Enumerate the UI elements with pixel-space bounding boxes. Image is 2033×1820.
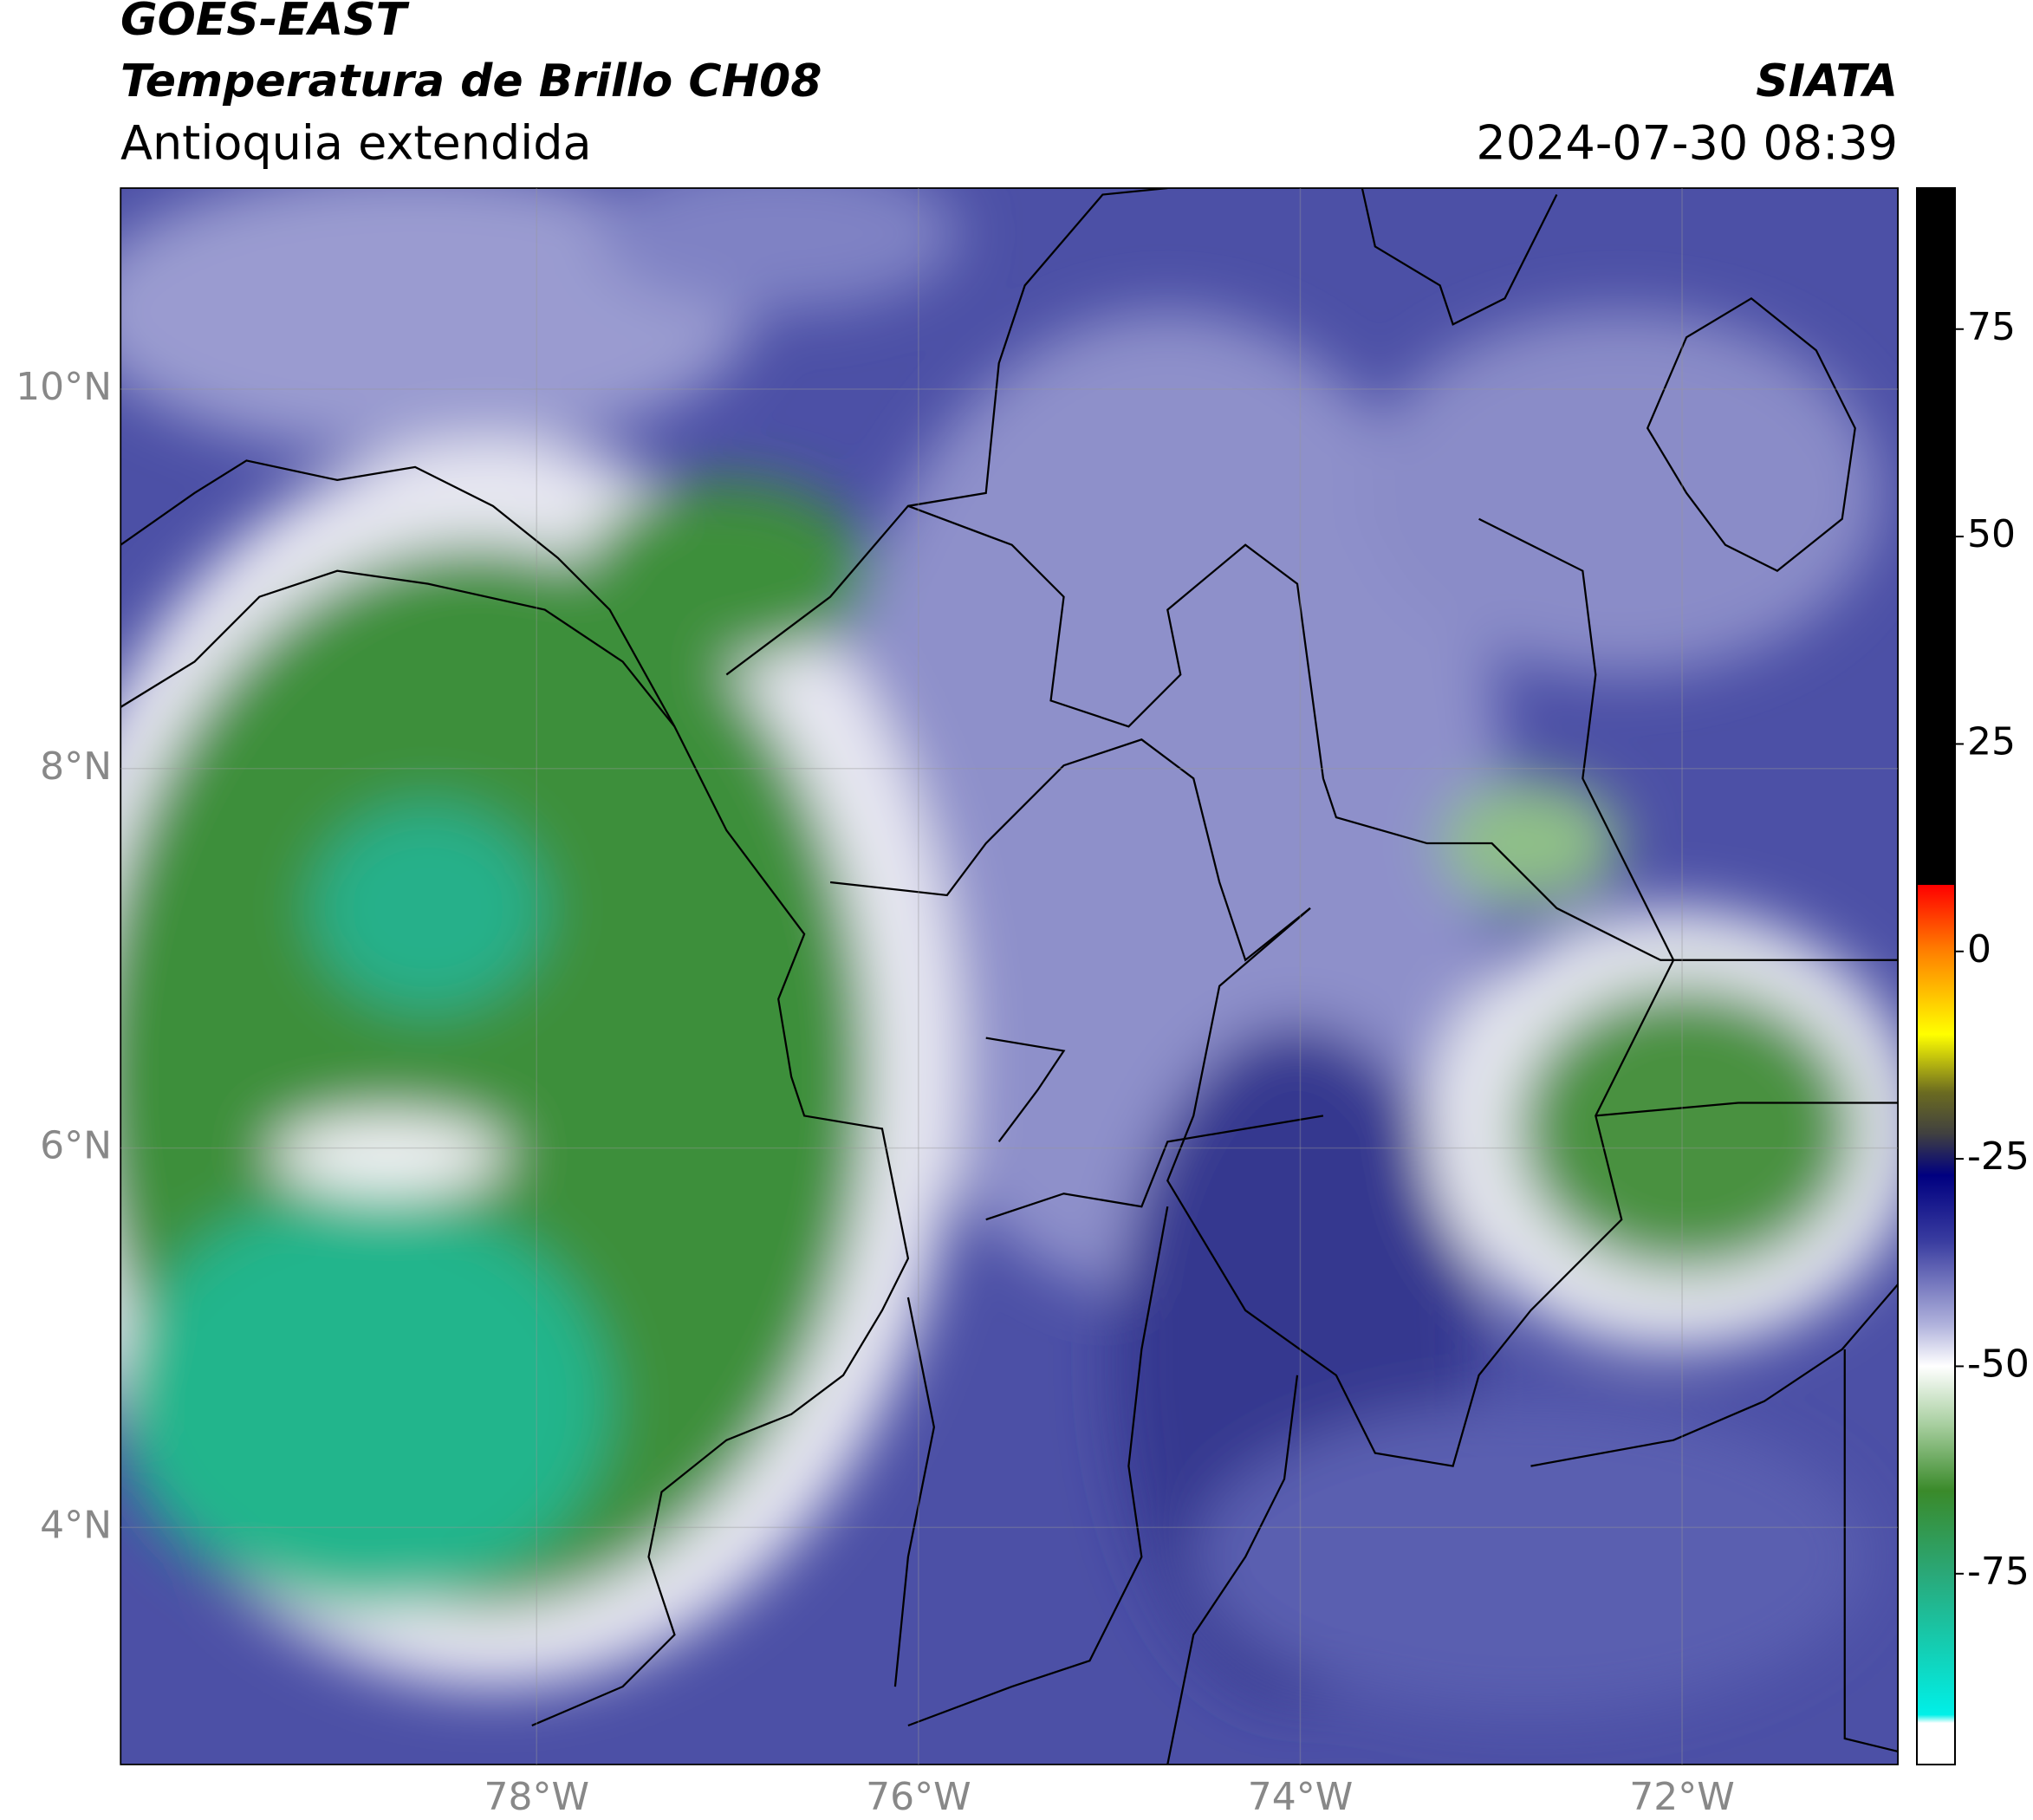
colorbar-tick-label: 25 (1967, 719, 2016, 764)
y-tick-label: 10°N (16, 365, 112, 409)
x-tick-label: 74°W (1248, 1775, 1354, 1819)
colorbar-tick-label: 0 (1967, 927, 1991, 972)
datetime: 2024-07-30 08:39 (1476, 116, 1898, 171)
colorbar-tick-label: -25 (1967, 1134, 2030, 1179)
product: Temperatura de Brillo CH08 (120, 55, 822, 107)
y-tick-label: 4°N (40, 1503, 112, 1547)
colorbar-tick-label: 75 (1967, 305, 2016, 349)
y-tick-label: 8°N (40, 744, 112, 789)
region: Antioquia extendida (120, 116, 592, 171)
colorbar (1916, 187, 1956, 1765)
agency: SIATA (1756, 55, 1898, 107)
colorbar-tick-label: -75 (1967, 1550, 2030, 1594)
map-imagery (120, 187, 1900, 1765)
x-tick-label: 72°W (1629, 1775, 1735, 1819)
colorbar-tick-label: -50 (1967, 1342, 2030, 1386)
x-tick-label: 78°W (484, 1775, 590, 1819)
y-tick-label: 6°N (40, 1124, 112, 1168)
colorbar-tick-label: 50 (1967, 512, 2016, 556)
x-tick-label: 76°W (866, 1775, 971, 1819)
satellite: GOES-EAST (120, 0, 410, 46)
